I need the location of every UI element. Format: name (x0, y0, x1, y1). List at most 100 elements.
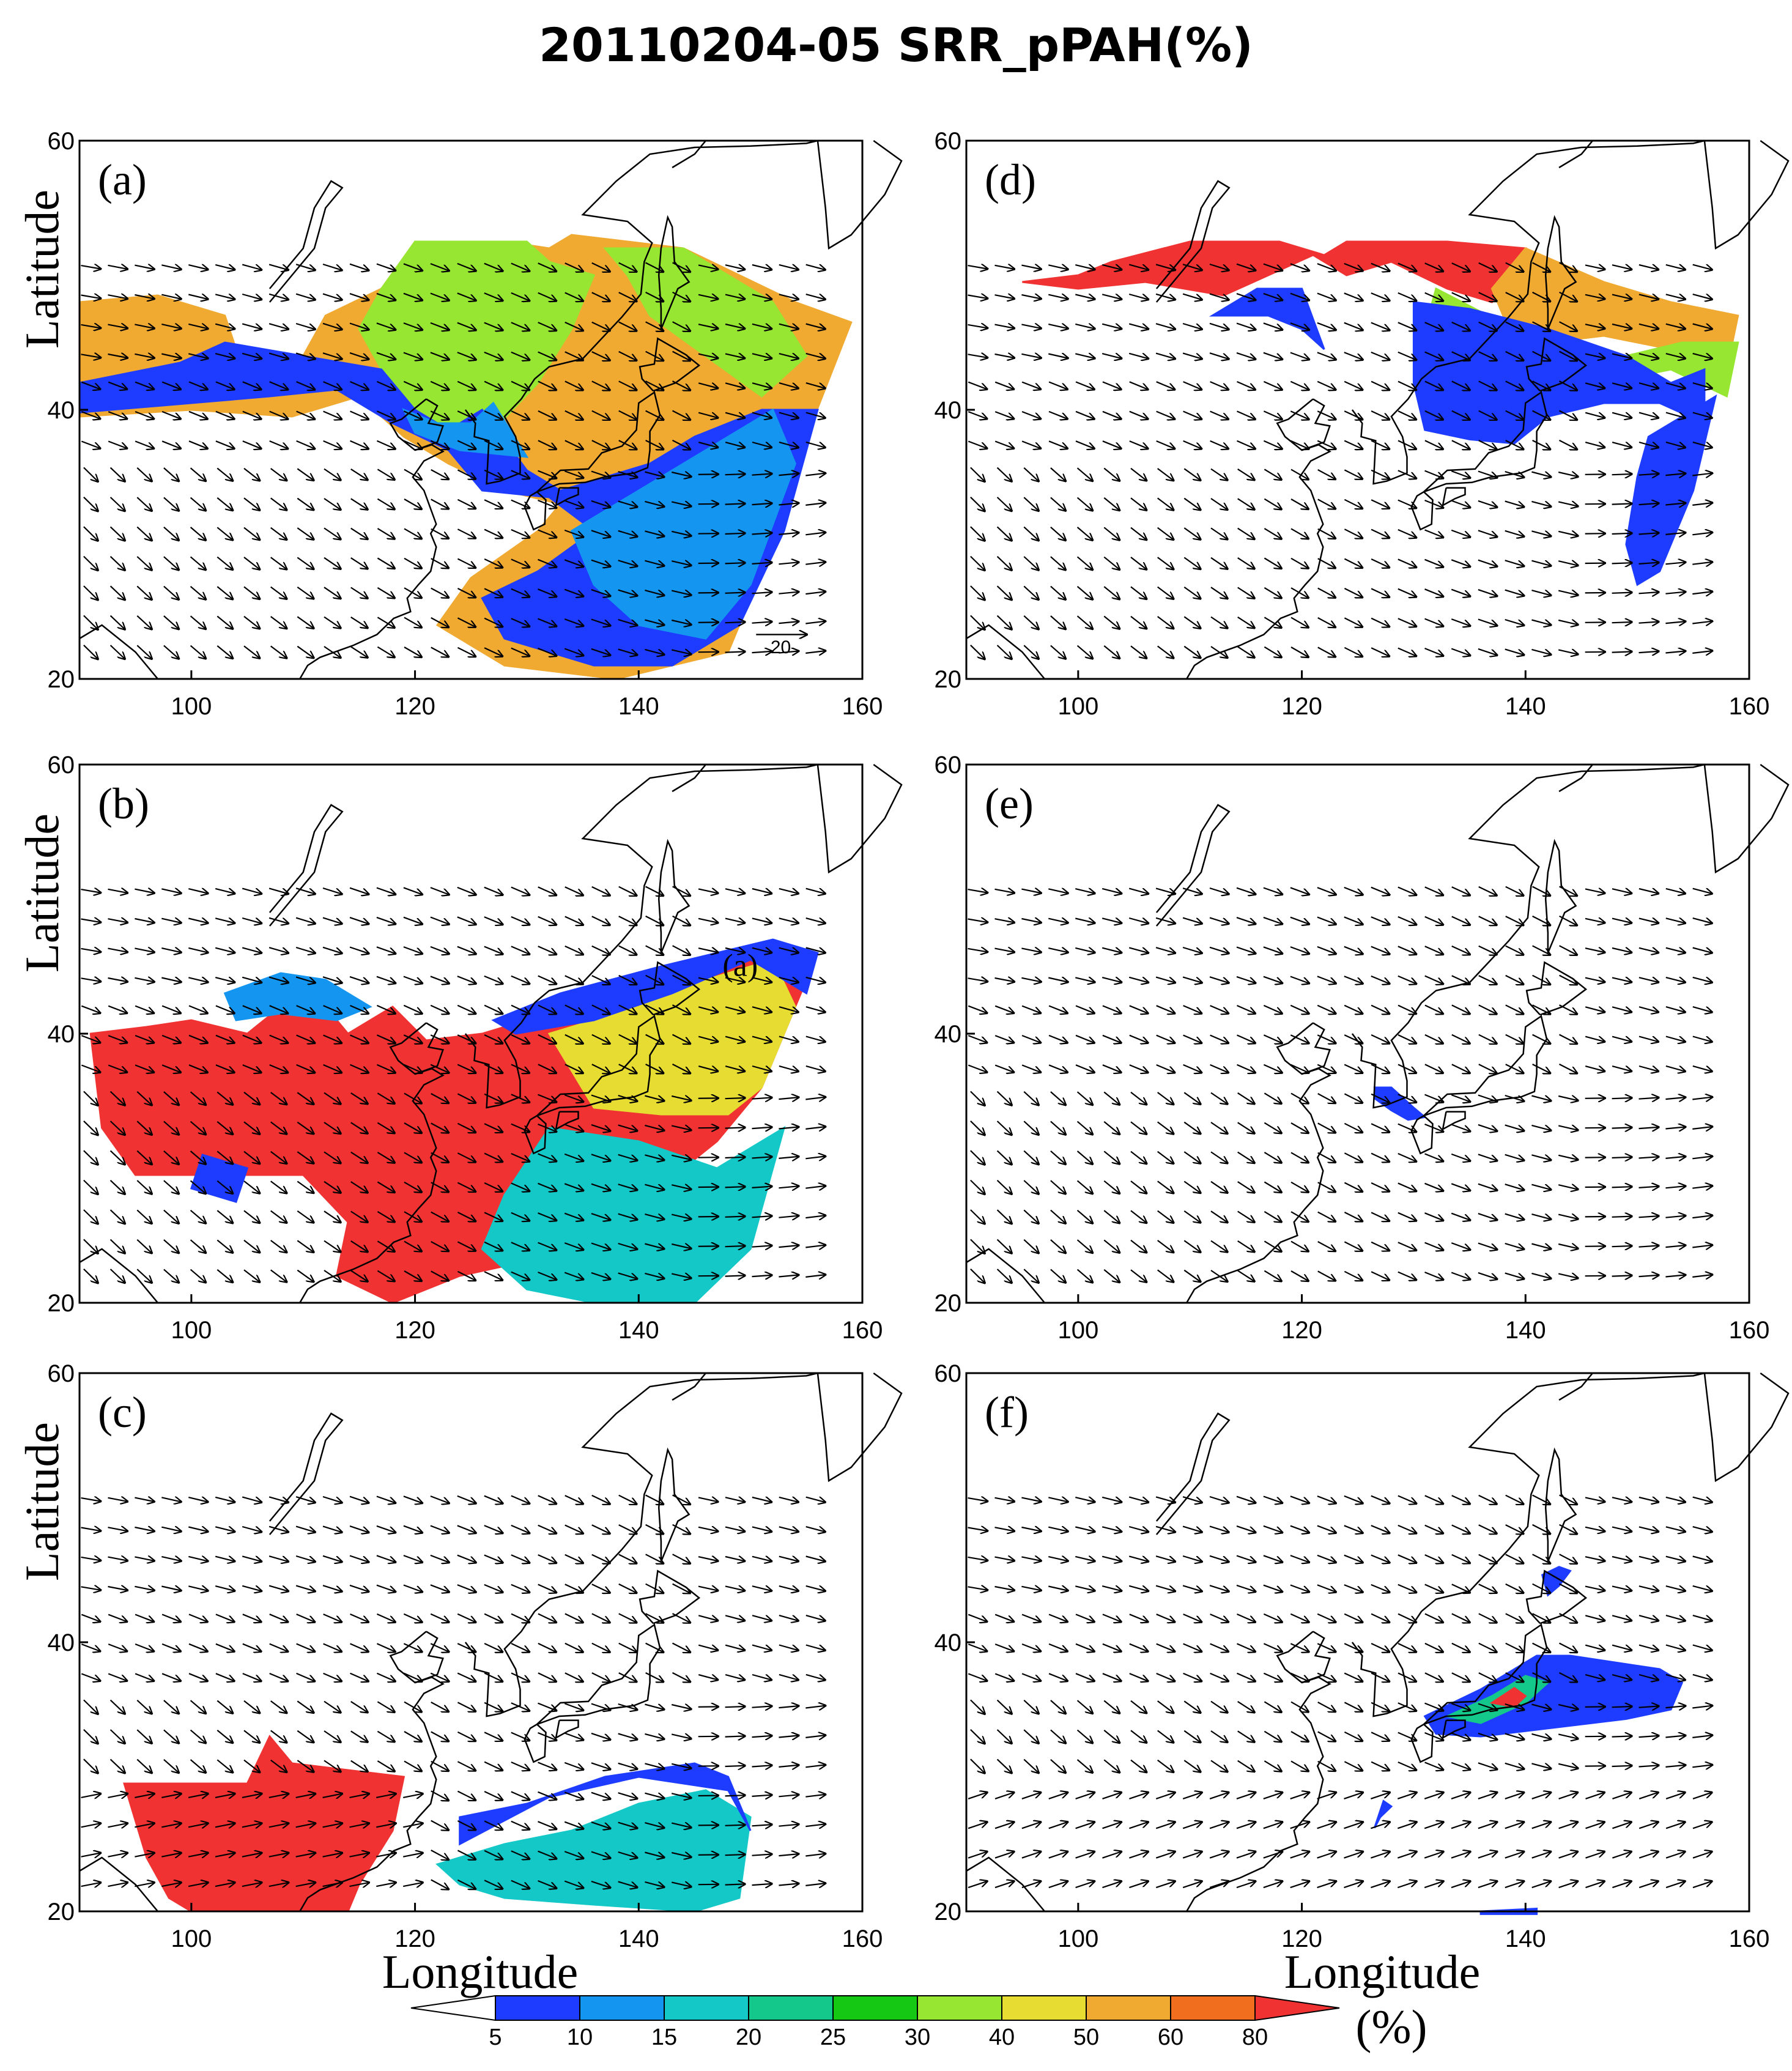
wind-vector (511, 262, 529, 272)
wind-vector (1130, 645, 1146, 658)
wind-vector (324, 587, 341, 598)
wind-vector (430, 380, 448, 390)
wind-vector (404, 469, 421, 480)
wind-vector (484, 410, 502, 420)
coastline (672, 140, 706, 169)
wind-vector (349, 322, 368, 330)
wind-vector (161, 295, 180, 299)
wind-vector (1317, 617, 1335, 627)
wind-vector (538, 351, 556, 360)
wind-vector (1424, 647, 1443, 656)
wind-vector (1344, 558, 1362, 568)
wind-vector (1157, 527, 1174, 539)
wind-vector (190, 585, 205, 599)
wind-vector (591, 648, 610, 655)
wind-vector (538, 262, 556, 271)
wind-vector (1478, 589, 1497, 596)
wind-vector (484, 647, 502, 656)
wind-vector (618, 648, 637, 654)
wind-vector (565, 292, 583, 301)
wind-vector (645, 350, 664, 361)
wind-vector (779, 324, 798, 329)
wind-vector (108, 354, 127, 358)
wind-vector (618, 440, 637, 449)
map-frame-fill (966, 1373, 1749, 1911)
wind-vector (511, 528, 529, 538)
wind-vector (1344, 617, 1362, 626)
wind-vector (618, 380, 637, 390)
wind-vector (297, 468, 313, 480)
wind-vector (1665, 592, 1685, 594)
wind-vector (752, 533, 772, 534)
wind-vector (1023, 645, 1039, 659)
wind-vector (565, 262, 583, 271)
wind-vector (215, 354, 234, 358)
wind-vector (725, 295, 744, 299)
wind-vector (1531, 530, 1550, 536)
wind-vector (190, 645, 205, 659)
panel-label: (f) (985, 1388, 1029, 1437)
wind-vector (297, 527, 313, 539)
wind-vector (511, 647, 529, 656)
wind-vector (296, 381, 314, 390)
wind-vector (1023, 585, 1039, 599)
panel-annotation: (a) (722, 948, 758, 983)
wind-vector (484, 322, 503, 330)
wind-vector (135, 324, 154, 328)
x-axis-label-left: Longitude (382, 1945, 579, 1998)
wind-vector (430, 352, 449, 359)
wind-vector (109, 615, 125, 629)
wind-vector (109, 556, 125, 570)
wind-vector (270, 645, 287, 658)
wind-vector (1451, 648, 1470, 656)
wind-vector (1638, 622, 1659, 623)
colorbar-segment (748, 1995, 834, 2021)
wind-vector (243, 557, 259, 569)
wind-vector (484, 588, 502, 597)
wind-vector (215, 410, 234, 419)
wind-vector (403, 440, 421, 449)
wind-vector (1612, 1275, 1632, 1276)
wind-vector (1692, 562, 1712, 565)
wind-vector (564, 559, 583, 566)
wind-vector (457, 262, 476, 271)
y-tick-label: 40 (48, 1629, 75, 1656)
wind-vector (1210, 616, 1227, 628)
wind-vector (805, 473, 825, 476)
x-tick-label: 160 (1729, 1317, 1770, 1344)
wind-vector (805, 382, 825, 388)
wind-vector (1505, 589, 1524, 596)
wind-vector (324, 616, 341, 628)
wind-vector (1264, 498, 1281, 509)
wind-vector (350, 440, 368, 449)
wind-vector (805, 352, 825, 358)
wind-vector (324, 646, 341, 658)
x-tick-label: 120 (394, 1317, 435, 1344)
wind-vector (591, 589, 610, 596)
wind-vector (1665, 621, 1685, 623)
wind-vector (350, 468, 368, 480)
wind-vector (1317, 528, 1335, 538)
wind-vector (565, 440, 583, 449)
y-tick-label: 40 (935, 397, 962, 424)
wind-vector (295, 322, 315, 329)
y-axis-label-row2: Latitude (15, 813, 68, 973)
wind-vector (618, 262, 637, 272)
wind-vector (215, 381, 234, 389)
wind-vector (538, 529, 557, 537)
wind-vector (1210, 587, 1227, 598)
wind-vector (1451, 559, 1470, 566)
wind-vector (996, 556, 1012, 570)
coastline (639, 337, 701, 392)
wind-vector (430, 292, 449, 300)
wind-vector (779, 592, 798, 594)
x-tick-label: 140 (1505, 1925, 1546, 1952)
wind-vector (484, 558, 502, 568)
wind-vector (1130, 586, 1146, 599)
wind-vector (1210, 557, 1227, 569)
wind-vector (1371, 647, 1389, 656)
wind-vector (1210, 646, 1227, 658)
wind-vector (376, 440, 394, 449)
